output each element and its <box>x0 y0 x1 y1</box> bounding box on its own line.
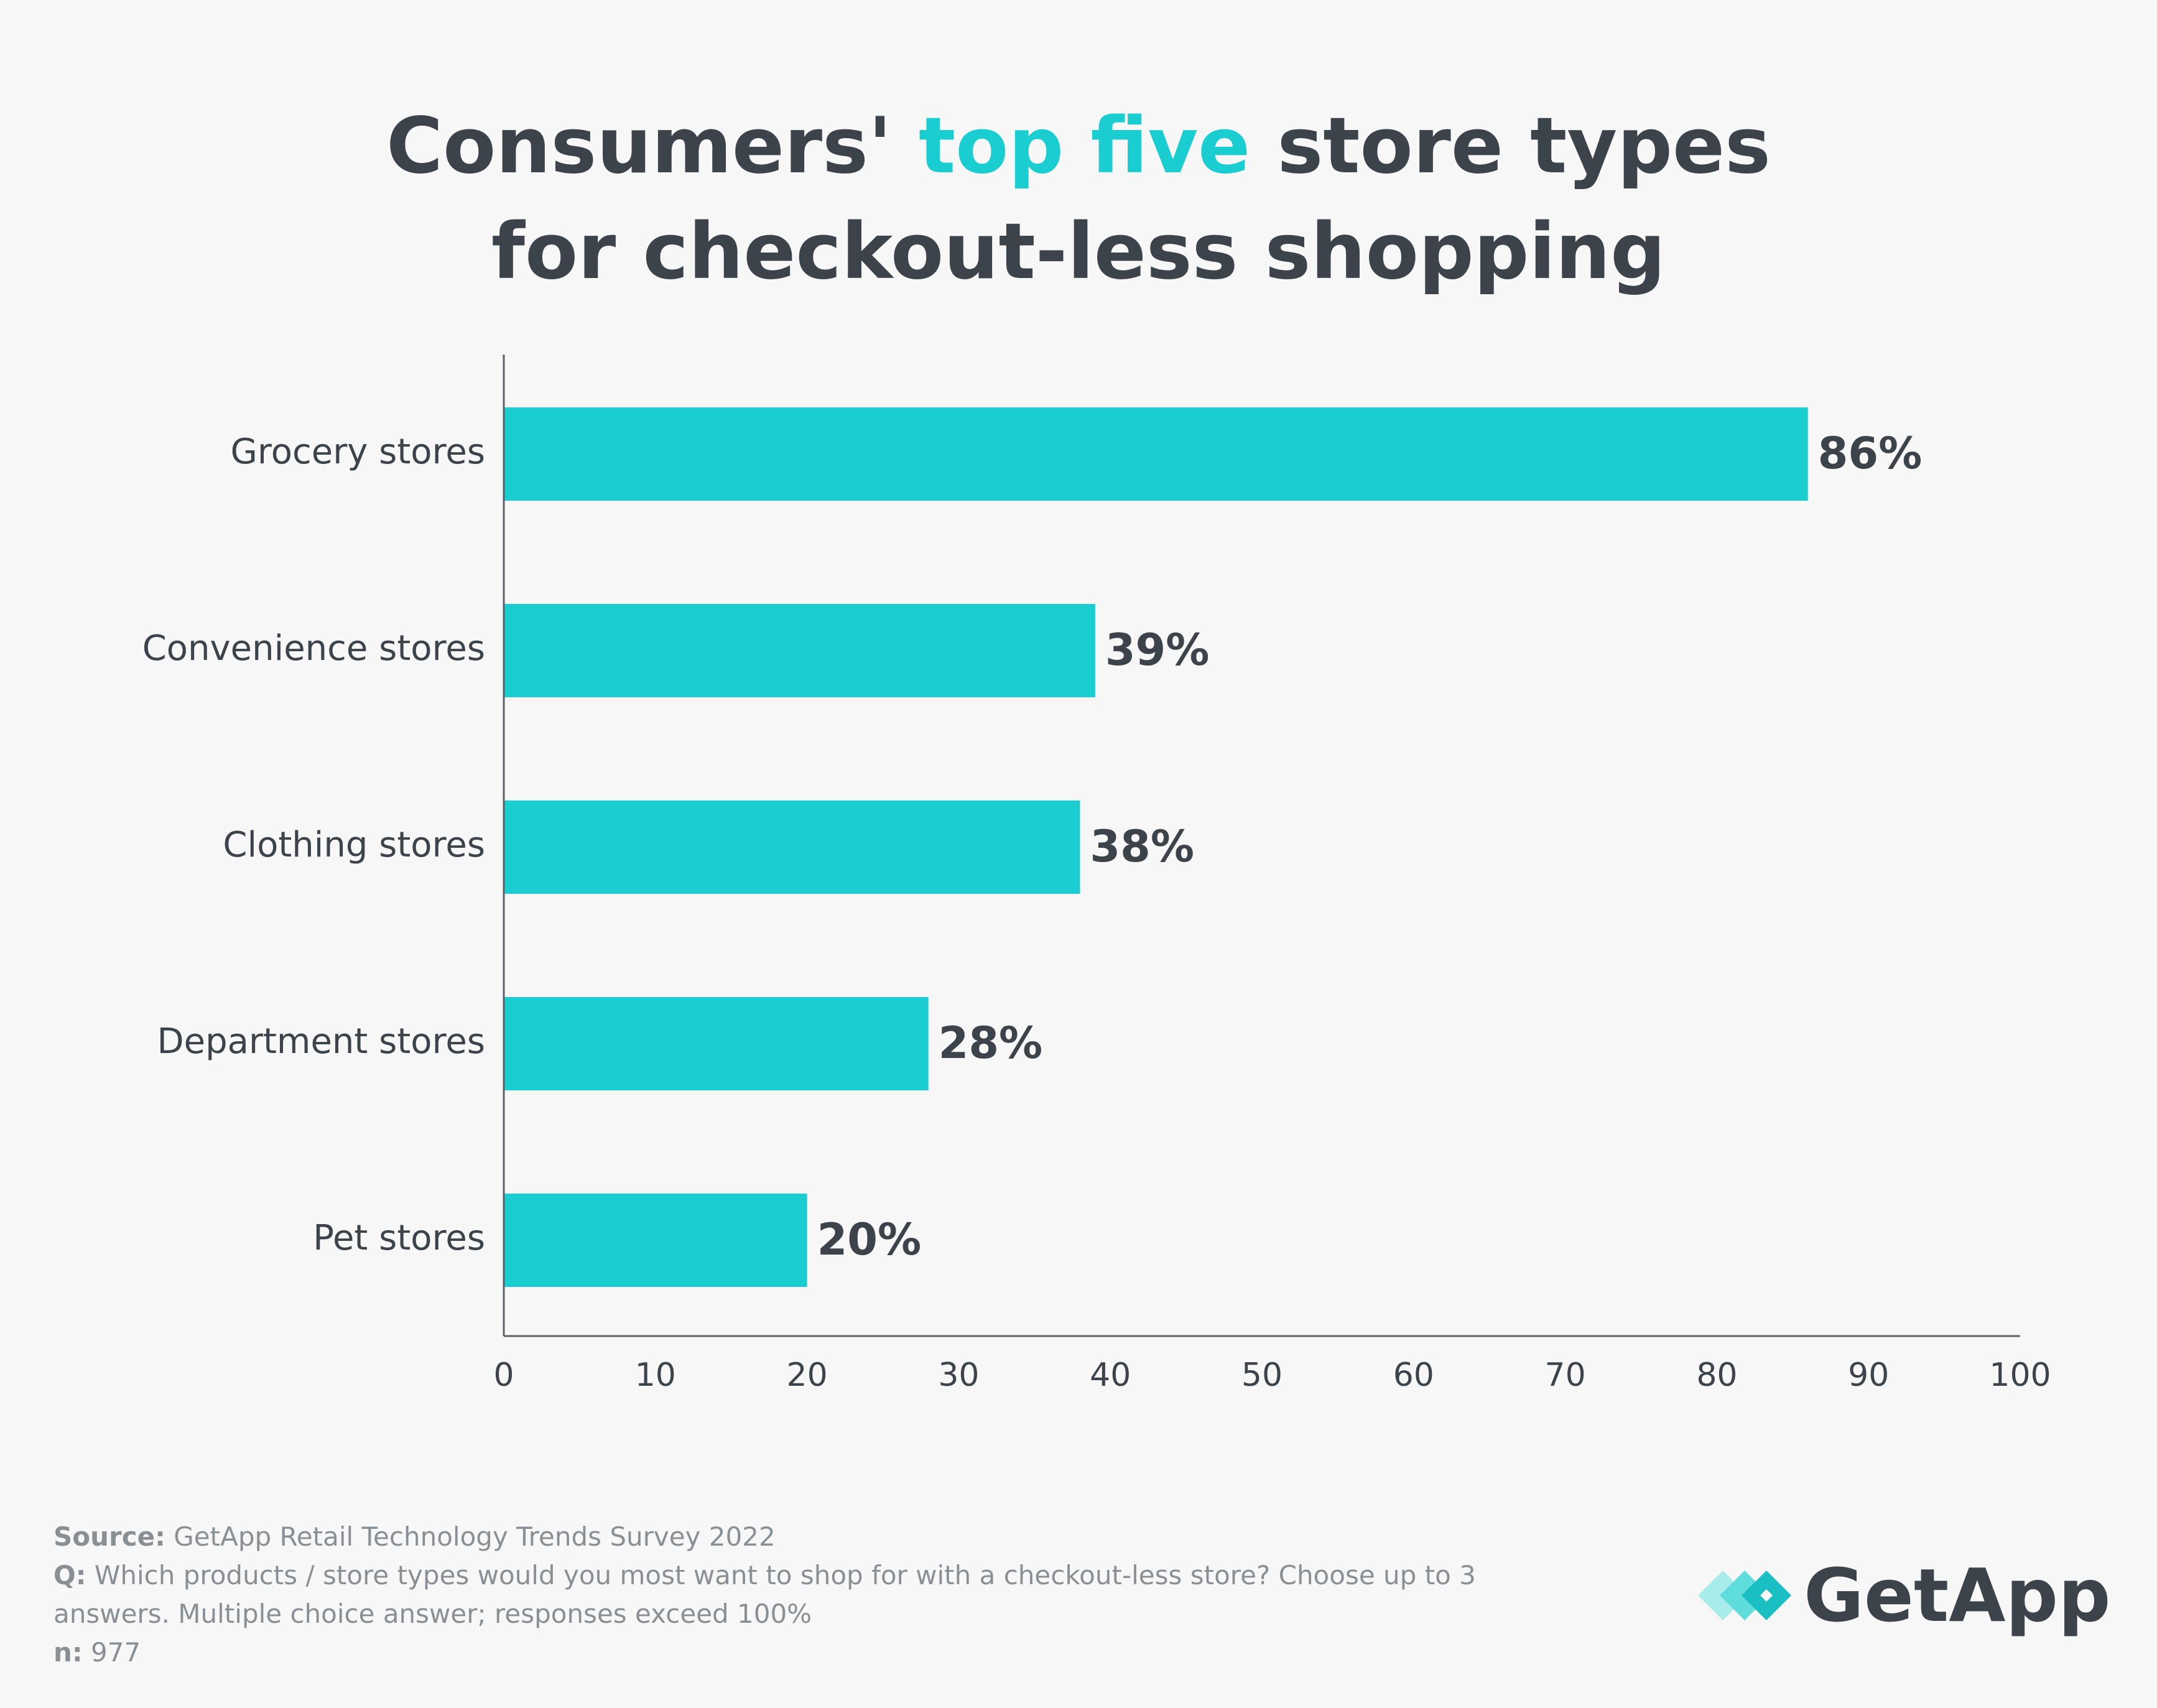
source-label: Source: <box>53 1521 165 1552</box>
footer-notes: Source: GetApp Retail Technology Trends … <box>53 1518 1546 1672</box>
category-labels-group: Grocery stores Convenience stores Clothing… <box>142 432 485 1258</box>
x-tick-label: 40 <box>1090 1357 1131 1394</box>
source-line: Source: GetApp Retail Technology Trends … <box>53 1518 1546 1556</box>
sample-line: n: 977 <box>53 1633 1546 1672</box>
x-tick-label: 30 <box>938 1357 979 1394</box>
bar-convenience-stores <box>504 604 1095 697</box>
category-label: Convenience stores <box>142 628 485 669</box>
logo-text: GetApp <box>1804 1553 2111 1638</box>
value-labels-group: 86% 39% 38% 28% 20% <box>817 428 1923 1265</box>
value-label: 28% <box>939 1018 1043 1069</box>
question-line: Q: Which products / store types would yo… <box>53 1556 1546 1633</box>
x-tick-label: 70 <box>1545 1357 1586 1394</box>
title-line2: for checkout-less shopping <box>491 207 1666 297</box>
bar-chart: Grocery stores Convenience stores Clothing… <box>142 355 2051 1394</box>
x-tick-label: 100 <box>1989 1357 2051 1394</box>
category-label: Clothing stores <box>223 825 485 865</box>
getapp-logo: GetApp <box>1692 1552 2111 1639</box>
title-highlight: top five <box>919 101 1251 191</box>
x-tick-label: 0 <box>493 1357 514 1394</box>
value-label: 39% <box>1105 624 1210 675</box>
sample-text: 977 <box>82 1637 141 1668</box>
x-tick-label: 10 <box>635 1357 676 1394</box>
title-part1: Consumers' <box>386 101 919 191</box>
value-label: 38% <box>1090 821 1194 872</box>
source-text: GetApp Retail Technology Trends Survey 2… <box>165 1521 776 1552</box>
bars-group <box>504 407 1808 1287</box>
bar-pet-stores <box>504 1194 807 1287</box>
category-label: Department stores <box>157 1021 486 1062</box>
bar-department-stores <box>504 997 929 1090</box>
getapp-diamond-logo-icon <box>1698 1571 1791 1620</box>
sample-label: n: <box>53 1637 83 1668</box>
x-axis-ticks-group: 0 10 20 30 40 50 60 70 80 90 100 <box>493 1357 2051 1394</box>
question-text: Which products / store types would you m… <box>53 1560 1476 1629</box>
question-label: Q: <box>53 1560 86 1590</box>
category-label: Pet stores <box>313 1218 485 1258</box>
category-label: Grocery stores <box>231 432 485 472</box>
title-part2: store types <box>1250 101 1771 191</box>
x-tick-label: 20 <box>787 1357 828 1394</box>
value-label: 20% <box>817 1214 922 1265</box>
x-tick-label: 80 <box>1696 1357 1737 1394</box>
chart-title: Consumers' top five store types for chec… <box>0 93 2157 305</box>
bar-grocery-stores <box>504 407 1808 501</box>
x-tick-label: 90 <box>1848 1357 1889 1394</box>
x-tick-label: 50 <box>1241 1357 1283 1394</box>
x-tick-label: 60 <box>1393 1357 1434 1394</box>
bar-clothing-stores <box>504 801 1080 894</box>
value-label: 86% <box>1818 428 1923 479</box>
